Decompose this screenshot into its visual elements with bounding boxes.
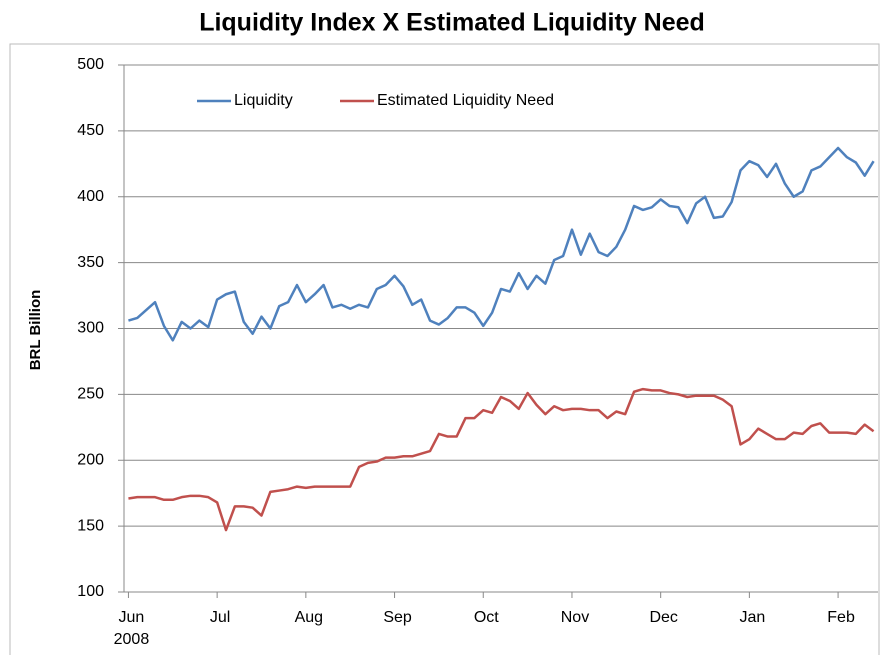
x-tick-label: Aug — [295, 609, 323, 626]
line-series — [128, 146, 875, 342]
y-axis-label: BRL Billion — [27, 290, 44, 371]
legend-label: Liquidity — [234, 92, 293, 109]
x-tick-label: Dec — [649, 609, 677, 626]
y-tick-label: 450 — [77, 122, 104, 139]
chart-title: Liquidity Index X Estimated Liquidity Ne… — [199, 9, 705, 37]
legend-label: Estimated Liquidity Need — [377, 92, 554, 109]
x-tick-label: Jul — [210, 609, 230, 626]
y-tick-label: 200 — [77, 451, 104, 468]
y-tick-label: 150 — [77, 517, 104, 534]
y-tick-label: 250 — [77, 386, 104, 403]
y-tick-label: 100 — [77, 583, 104, 600]
line-series — [128, 387, 875, 532]
x-tick-label: Jun — [119, 609, 145, 626]
y-tick-label: 350 — [77, 254, 104, 271]
x-tick-label: Sep — [383, 609, 412, 626]
x-tick-label: Feb — [827, 609, 855, 626]
chart-border — [9, 43, 880, 660]
x-sublabel: 2008 — [114, 631, 150, 648]
x-tick-label: Oct — [474, 609, 499, 626]
y-tick-label: 500 — [77, 56, 104, 73]
y-tick-label: 300 — [77, 320, 104, 337]
y-tick-label: 400 — [77, 188, 104, 205]
x-tick-label: Nov — [561, 609, 589, 626]
x-tick-label: Jan — [739, 609, 765, 626]
